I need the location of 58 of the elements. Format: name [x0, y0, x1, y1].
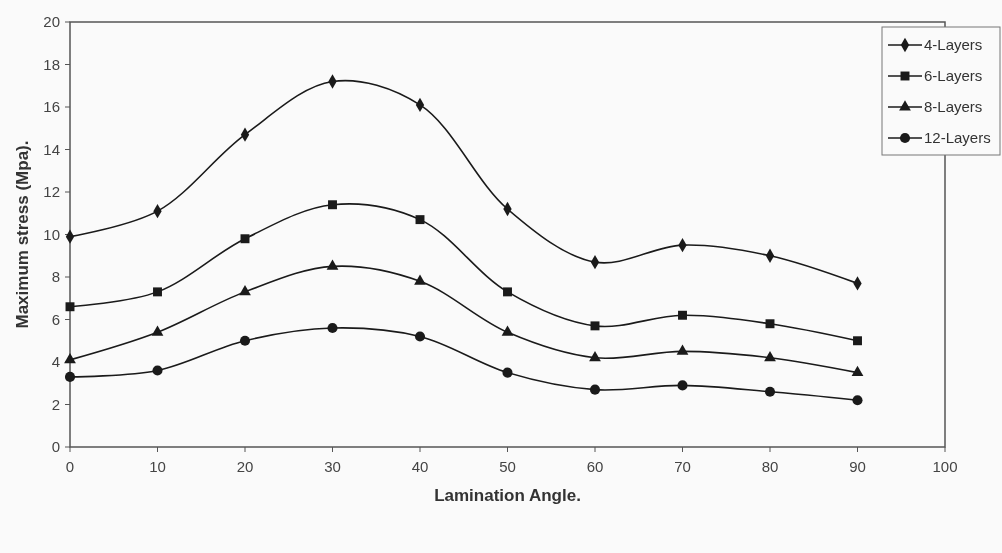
y-tick-label: 2	[51, 395, 60, 413]
point	[64, 371, 76, 382]
point	[589, 384, 601, 395]
point	[765, 319, 775, 329]
x-tick-label: 80	[761, 458, 779, 475]
x-tick-label: 0	[65, 458, 75, 475]
point	[853, 336, 862, 346]
point	[414, 331, 426, 342]
point	[239, 335, 251, 346]
y-tick-label: 10	[43, 225, 60, 243]
y-tick-label: 14	[43, 140, 60, 158]
y-tick-label: 16	[43, 98, 60, 116]
x-axis-title: Lamination Angle.	[434, 486, 581, 505]
x-tick-label: 50	[499, 458, 516, 475]
point	[64, 353, 76, 364]
point	[326, 259, 339, 270]
point	[677, 380, 688, 391]
point	[152, 365, 163, 376]
y-tick-label: 12	[43, 183, 60, 201]
point	[852, 395, 863, 406]
y-tick-label: 18	[43, 55, 60, 73]
point	[503, 287, 512, 297]
point	[501, 325, 514, 336]
point	[764, 386, 776, 397]
point	[240, 234, 250, 244]
point	[414, 274, 426, 285]
x-tick-label: 10	[149, 458, 166, 475]
point	[151, 325, 164, 336]
point	[676, 344, 689, 355]
x-tick-label: 100	[932, 458, 958, 475]
legend-label: 4-Layers	[924, 36, 983, 54]
point	[328, 200, 337, 210]
point	[678, 310, 687, 320]
legend-label: 8-Layers	[924, 98, 983, 116]
x-tick-label: 90	[849, 458, 866, 475]
x-tick-label: 70	[674, 458, 691, 475]
x-tick-label: 60	[586, 458, 604, 475]
y-tick-label: 0	[51, 438, 60, 456]
y-tick-label: 4	[51, 353, 60, 371]
point	[502, 367, 513, 378]
y-tick-label: 6	[51, 310, 60, 328]
x-tick-label: 40	[411, 458, 429, 475]
point	[327, 322, 338, 334]
point	[239, 285, 251, 296]
legend-label: 12-Layers	[924, 129, 991, 147]
point	[590, 321, 600, 331]
y-tick-label: 20	[43, 13, 60, 31]
y-tick-label: 8	[51, 268, 60, 286]
point	[65, 302, 75, 312]
point	[589, 350, 601, 362]
point	[764, 350, 776, 362]
point	[415, 215, 425, 225]
point	[851, 365, 864, 377]
point	[153, 287, 162, 297]
legend-label: 6-Layers	[924, 67, 983, 85]
y-axis-title: Maximum stress (Mpa).	[13, 140, 32, 329]
x-tick-label: 20	[236, 458, 254, 475]
x-tick-label: 30	[324, 458, 341, 475]
